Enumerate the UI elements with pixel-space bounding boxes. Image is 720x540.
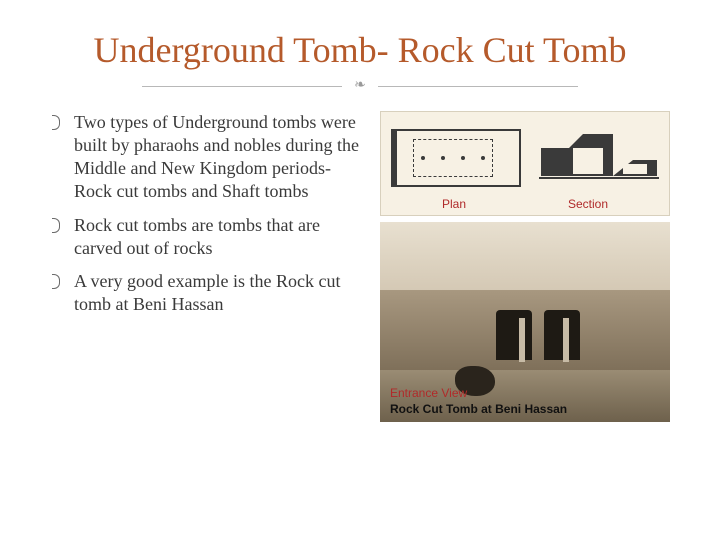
photo-panel: Entrance View Rock Cut Tomb at Beni Hass… [380,222,670,422]
diagram-labels: Plan Section [391,197,659,211]
plan-label: Plan [442,197,466,211]
column-shape [563,318,569,362]
list-item: Two types of Underground tombs were buil… [50,111,360,203]
column-shape [519,318,525,362]
slide: Underground Tomb- Rock Cut Tomb ❧ Two ty… [0,0,720,540]
diagram-panel: Plan Section [380,111,670,216]
photo-caption: Rock Cut Tomb at Beni Hassan [390,402,567,416]
list-item: A very good example is the Rock cut tomb… [50,270,360,316]
diagram-shapes [391,120,659,195]
title-divider: ❧ [50,79,670,93]
list-item: Rock cut tombs are tombs that are carved… [50,214,360,260]
section-label: Section [568,197,608,211]
ornament-icon: ❧ [354,79,366,93]
entrance-view-label: Entrance View [390,386,467,400]
section-drawing [539,128,659,188]
divider-line-left [142,86,342,87]
content-row: Two types of Underground tombs were buil… [50,111,670,422]
divider-line-right [378,86,578,87]
page-title: Underground Tomb- Rock Cut Tomb [50,30,670,71]
figure-column: Plan Section Entrance View Rock Cut Tomb… [380,111,670,422]
bullet-list: Two types of Underground tombs were buil… [50,111,360,422]
plan-drawing [391,129,521,187]
